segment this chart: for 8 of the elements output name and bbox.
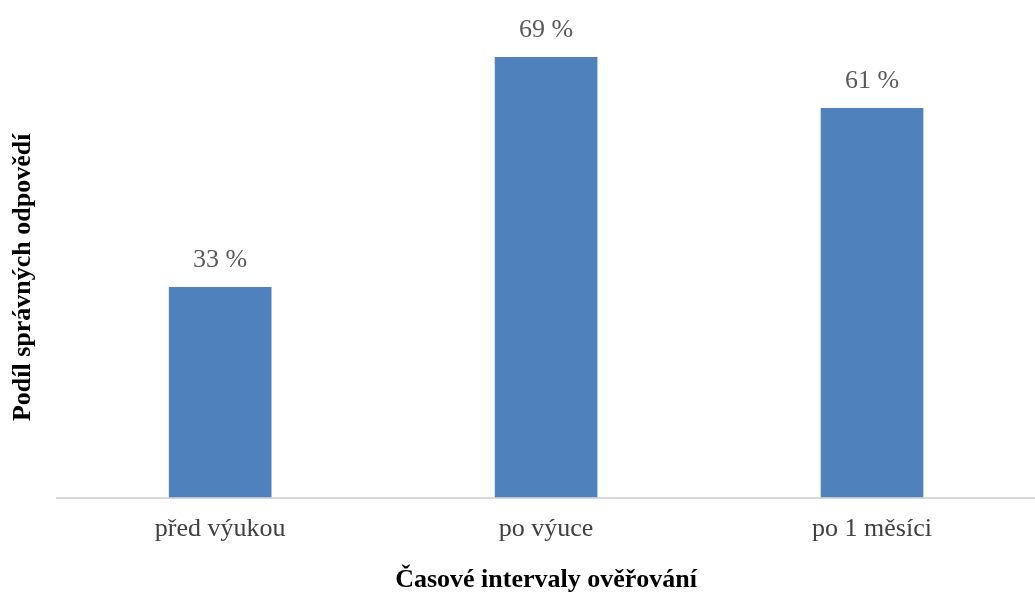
y-axis-title: Podíl správných odpovědí <box>7 132 37 422</box>
x-tick-label: po výuce <box>498 513 594 543</box>
x-tick-label: po 1 měsíci <box>812 513 932 543</box>
data-label: 33 % <box>193 243 248 273</box>
x-axis-title: Časové intervaly ověřování <box>395 564 698 594</box>
x-tick-label: před výukou <box>154 513 286 543</box>
data-label: 69 % <box>519 13 574 43</box>
data-label: 61 % <box>844 64 900 94</box>
